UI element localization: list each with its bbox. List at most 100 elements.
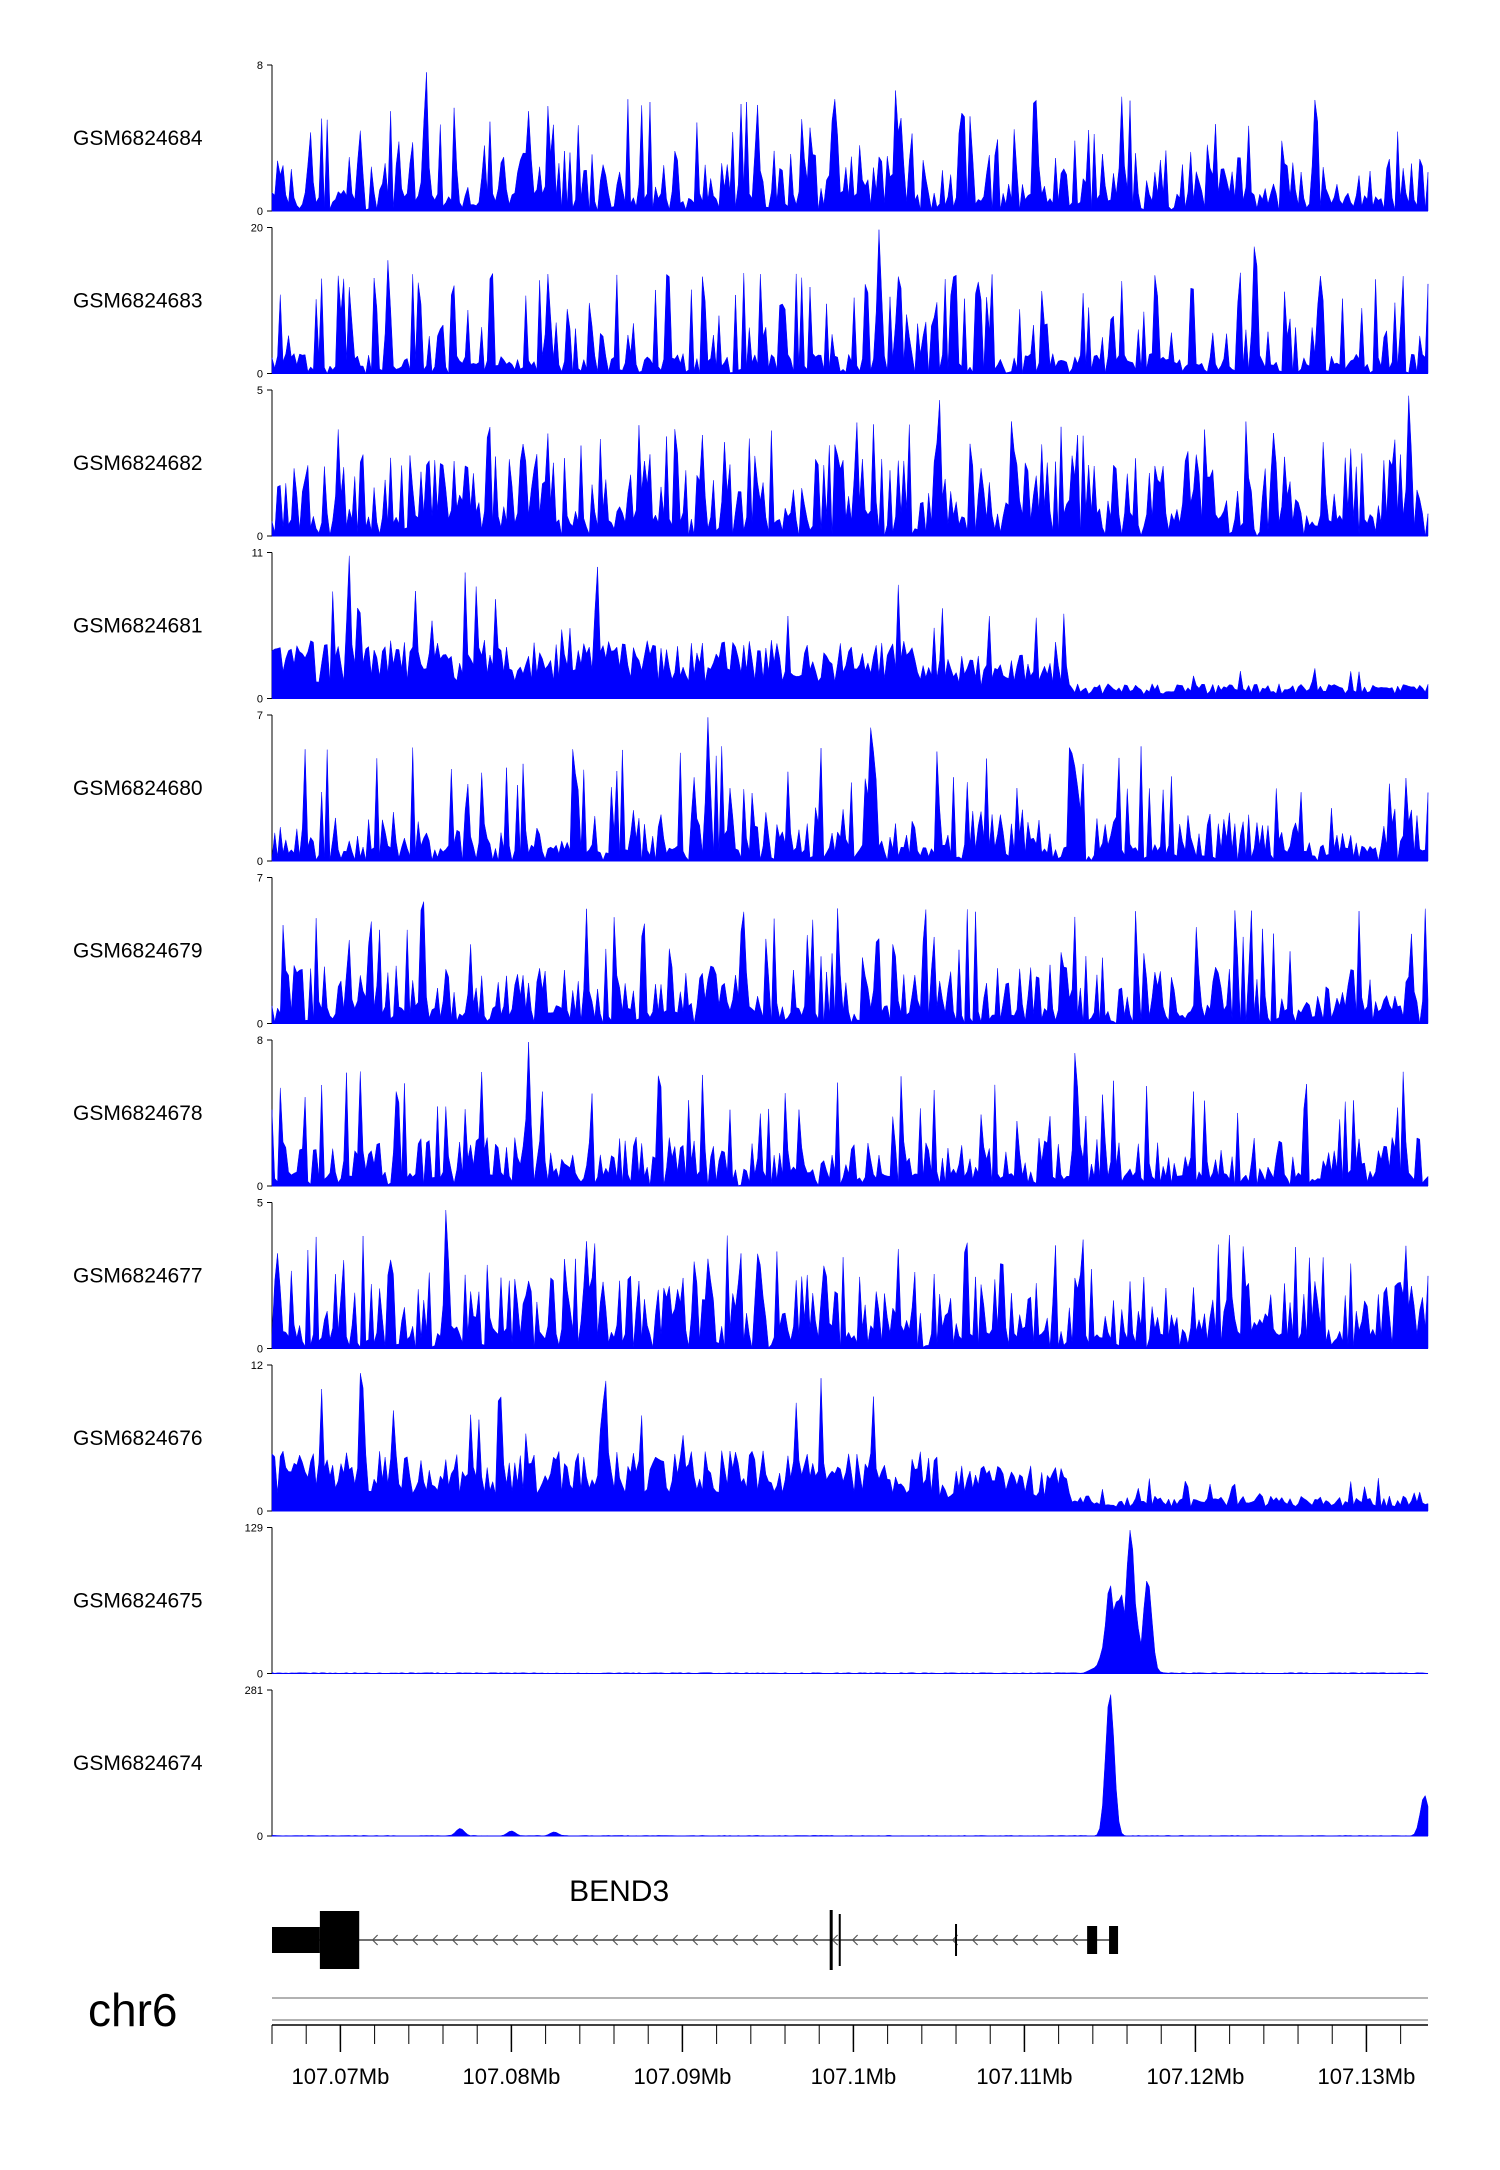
coverage-area — [271, 717, 1429, 862]
strand-arrow — [771, 1934, 779, 1946]
gene-cds-block — [319, 1911, 360, 1969]
track-GSM6824675: GSM6824675 129 0 — [73, 1523, 1429, 1681]
strand-arrow — [511, 1934, 519, 1946]
y-min-label: 0 — [257, 1831, 263, 1843]
track-GSM6824674: GSM6824674 281 0 — [73, 1685, 1429, 1843]
track-GSM6824680: GSM6824680 7 0 — [73, 710, 1429, 868]
strand-arrow — [791, 1934, 799, 1946]
strand-arrow — [371, 1934, 379, 1946]
x-tick-label: 107.1Mb — [811, 2064, 897, 2089]
y-min-label: 0 — [257, 1019, 263, 1031]
track-label: GSM6824676 — [73, 1427, 203, 1450]
gene-name: BEND3 — [569, 1875, 669, 1908]
strand-arrow — [531, 1934, 539, 1946]
coverage-area — [271, 1210, 1429, 1349]
track-label: GSM6824677 — [73, 1265, 203, 1288]
y-min-label: 0 — [257, 1181, 263, 1193]
y-min-label: 0 — [257, 206, 263, 218]
y-max-label: 11 — [252, 548, 263, 560]
strand-arrow — [411, 1934, 419, 1946]
x-tick-label: 107.07Mb — [291, 2064, 389, 2089]
strand-arrow — [1071, 1934, 1079, 1946]
coverage-area — [271, 395, 1429, 537]
strand-arrow — [971, 1934, 979, 1946]
track-label: GSM6824684 — [73, 127, 203, 150]
coverage-area — [271, 1530, 1429, 1674]
y-min-label: 0 — [257, 1506, 263, 1518]
y-max-label: 5 — [257, 385, 263, 397]
chromosome-label: chr6 — [88, 1984, 177, 2036]
gene-exon — [1087, 1926, 1098, 1954]
track-GSM6824679: GSM6824679 7 0 — [73, 873, 1429, 1031]
gene-exon — [1109, 1926, 1119, 1954]
strand-arrow — [471, 1934, 479, 1946]
strand-arrow — [1051, 1934, 1059, 1946]
track-label: GSM6824681 — [73, 615, 203, 638]
track-GSM6824683: GSM6824683 20 0 — [73, 223, 1429, 381]
track-GSM6824678: GSM6824678 8 0 — [73, 1035, 1429, 1193]
strand-arrow — [491, 1934, 499, 1946]
x-tick-label: 107.11Mb — [976, 2064, 1072, 2089]
y-max-label: 8 — [257, 1035, 263, 1047]
strand-arrow — [431, 1934, 439, 1946]
strand-arrow — [731, 1934, 739, 1946]
y-max-label: 5 — [257, 1198, 263, 1210]
track-label: GSM6824674 — [73, 1752, 203, 1775]
y-max-label: 7 — [257, 710, 263, 722]
strand-arrow — [891, 1934, 899, 1946]
coverage-area — [271, 229, 1429, 375]
coverage-area — [271, 901, 1429, 1024]
track-label: GSM6824675 — [73, 1590, 203, 1613]
track-GSM6824681: GSM6824681 11 0 — [73, 548, 1429, 706]
x-tick-label: 107.09Mb — [633, 2064, 731, 2089]
track-label: GSM6824679 — [73, 940, 203, 963]
tracks: GSM682468480GSM6824683200GSM682468250GSM… — [73, 60, 1429, 1843]
strand-arrow — [871, 1934, 879, 1946]
strand-arrow — [671, 1934, 679, 1946]
track-GSM6824684: GSM6824684 8 0 — [73, 60, 1429, 218]
strand-arrow — [611, 1934, 619, 1946]
track-label: GSM6824678 — [73, 1102, 203, 1125]
strand-arrow — [1031, 1934, 1039, 1946]
strand-arrow — [591, 1934, 599, 1946]
y-max-label: 281 — [245, 1685, 263, 1697]
strand-arrow — [931, 1934, 939, 1946]
strand-arrow — [991, 1934, 999, 1946]
strand-arrow — [711, 1934, 719, 1946]
y-max-label: 7 — [257, 873, 263, 885]
gene-exon — [838, 1914, 841, 1966]
genome-axis: chr6 107.07Mb 107.08Mb 107.09Mb 107.1Mb 107.… — [88, 1984, 1428, 2089]
coverage-area — [271, 72, 1429, 212]
y-min-label: 0 — [257, 1669, 263, 1681]
y-max-label: 129 — [245, 1523, 263, 1535]
strand-arrow — [391, 1934, 399, 1946]
track-label: GSM6824682 — [73, 452, 203, 475]
y-max-label: 12 — [251, 1360, 263, 1372]
x-tick-label: 107.12Mb — [1147, 2064, 1245, 2089]
y-min-label: 0 — [257, 531, 263, 543]
x-tick-label: 107.08Mb — [462, 2064, 560, 2089]
strand-arrow — [811, 1934, 819, 1946]
gene-model: BEND3 — [272, 1875, 1119, 1970]
track-label: GSM6824683 — [73, 290, 203, 313]
strand-arrow — [631, 1934, 639, 1946]
strand-arrow — [1011, 1934, 1019, 1946]
track-GSM6824677: GSM6824677 5 0 — [73, 1198, 1429, 1356]
strand-arrow — [851, 1934, 859, 1946]
coverage-area — [271, 1694, 1429, 1837]
gene-exon — [955, 1924, 958, 1956]
gene-exon — [829, 1910, 833, 1970]
strand-arrow — [651, 1934, 659, 1946]
track-GSM6824682: GSM6824682 5 0 — [73, 385, 1429, 543]
y-max-label: 8 — [257, 60, 263, 72]
coverage-area — [271, 1372, 1429, 1512]
y-min-label: 0 — [257, 369, 263, 381]
coverage-area — [271, 1042, 1429, 1187]
y-min-label: 0 — [257, 694, 263, 706]
x-tick-label: 107.13Mb — [1318, 2064, 1416, 2089]
strand-arrow — [571, 1934, 579, 1946]
strand-arrow — [751, 1934, 759, 1946]
y-max-label: 20 — [251, 223, 263, 235]
strand-arrow — [691, 1934, 699, 1946]
